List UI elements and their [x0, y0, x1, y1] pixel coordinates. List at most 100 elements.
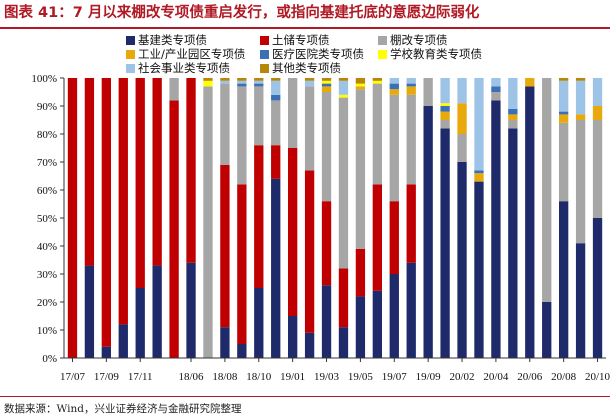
bar-segment: [355, 86, 366, 90]
bar-segment: [558, 80, 569, 112]
bar-segment: [67, 78, 78, 358]
bar-segment: [542, 78, 552, 302]
bar-segment: [338, 94, 349, 98]
bar-segment: [457, 103, 467, 134]
bar-segment: [321, 201, 332, 286]
bar-segment: [508, 120, 518, 129]
legend-swatch: [260, 50, 269, 59]
bar-segment: [372, 80, 383, 84]
bar-segment: [321, 86, 332, 92]
bar-segment: [271, 145, 281, 179]
bar-segment: [220, 78, 230, 81]
bar-segment: [372, 184, 383, 291]
y-tick-label: 80%: [37, 129, 57, 141]
x-tick-label: 18/10: [246, 371, 272, 383]
bar-segment: [220, 327, 230, 358]
x-tick-label: 20/02: [450, 371, 475, 383]
bar-segment: [338, 97, 349, 269]
bar-segment: [406, 83, 416, 87]
bar-segment: [372, 290, 383, 358]
bar-segment: [592, 106, 603, 120]
bar-segment: [389, 89, 399, 95]
bar-segment: [558, 122, 569, 202]
bar-segment: [440, 106, 450, 112]
chart-title: 图表 41：7 月以来棚改专项债重启发行，或指向基建托底的意愿边际弱化: [4, 5, 480, 21]
bar-segment: [542, 302, 552, 358]
source-divider: [0, 396, 610, 397]
x-tick-label: 20/04: [483, 371, 509, 383]
bar-segment: [406, 184, 416, 263]
legend-swatch: [126, 64, 135, 73]
y-tick-label: 10%: [37, 325, 57, 337]
bar-segment: [118, 324, 128, 358]
bar-segment: [237, 184, 247, 344]
bar-segment: [237, 344, 247, 358]
bar-segment: [84, 78, 95, 266]
bar-segment: [304, 80, 315, 87]
bar-segment: [338, 327, 349, 358]
bar-segment: [321, 83, 332, 87]
bar-segment: [321, 285, 332, 358]
bar-segment: [389, 83, 399, 90]
legend-swatch: [260, 64, 269, 73]
bar-segment: [389, 274, 399, 358]
bar-segment: [491, 92, 501, 101]
bar-segment: [237, 86, 247, 185]
legend-label: 其他类专项债: [272, 61, 341, 75]
bar-segment: [389, 78, 399, 84]
y-tick-label: 90%: [37, 101, 57, 113]
bar-segment: [321, 78, 332, 81]
x-tick-label: 19/05: [348, 371, 374, 383]
bar-segment: [423, 78, 433, 106]
legend-label: 土储专项债: [272, 33, 330, 47]
bar-segment: [372, 83, 383, 185]
y-tick-label: 40%: [37, 241, 57, 253]
bar-segment: [203, 78, 213, 81]
bar-segment: [575, 120, 586, 244]
bar-segment: [203, 86, 213, 359]
bar-segment: [152, 78, 162, 266]
x-tick-label: 20/08: [551, 371, 577, 383]
bar-segment: [355, 83, 366, 87]
bar-segment: [355, 248, 366, 297]
x-tick-label: 19/03: [314, 371, 340, 383]
bar-segment: [474, 170, 484, 174]
legend-swatch: [260, 36, 269, 45]
bar-segment: [440, 103, 450, 106]
bar-segment: [152, 265, 162, 358]
bar-segment: [457, 78, 467, 104]
bar-segment: [491, 100, 501, 359]
y-tick-label: 30%: [37, 269, 57, 281]
bar-segment: [355, 89, 366, 249]
bar-segment: [592, 120, 603, 218]
bar-segment: [491, 86, 501, 92]
bar-segment: [271, 178, 281, 358]
y-tick-label: 20%: [37, 297, 57, 309]
x-tick-label: 19/09: [416, 371, 442, 383]
bar-segment: [406, 94, 416, 185]
bar-segment: [558, 114, 569, 123]
bar-segment: [558, 78, 569, 81]
legend-swatch: [378, 50, 387, 59]
bar-segment: [457, 162, 467, 358]
bar-segment: [508, 128, 518, 358]
legend-label: 棚改专项债: [390, 33, 448, 47]
bar-segment: [474, 173, 484, 182]
bar-segment: [169, 78, 179, 101]
bar-segment: [575, 114, 586, 120]
bar-segment: [203, 80, 213, 87]
source-note: 数据来源：Wind，兴业证券经济与金融研究院整理: [4, 403, 242, 415]
x-tick-label: 19/01: [280, 371, 305, 383]
x-tick-label: 17/07: [60, 371, 86, 383]
bar-segment: [491, 78, 501, 87]
bar-segment: [237, 83, 247, 87]
y-tick-label: 70%: [37, 157, 57, 169]
bar-segment: [220, 83, 230, 165]
x-tick-label: 17/11: [128, 371, 153, 383]
x-tick-label: 18/08: [212, 371, 238, 383]
bar-segment: [406, 262, 416, 358]
bar-segment: [338, 80, 349, 95]
bar-segment: [135, 288, 145, 358]
bar-segment: [254, 83, 264, 87]
bar-segment: [271, 80, 281, 95]
